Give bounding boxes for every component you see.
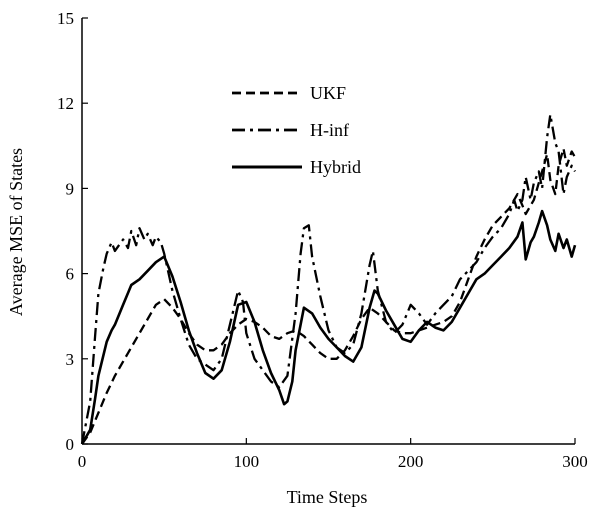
- y-tick-label: 6: [66, 265, 75, 284]
- legend-label: UKF: [310, 83, 346, 103]
- legend-label: H-inf: [310, 120, 349, 140]
- y-tick-label: 15: [57, 9, 74, 28]
- x-tick-label: 0: [78, 452, 87, 471]
- legend-label: Hybrid: [310, 157, 361, 177]
- y-tick-label: 12: [57, 94, 74, 113]
- tick-labels: 0 3 6 9 12 15 0 100 200 300: [57, 9, 588, 471]
- x-tick-label: 100: [234, 452, 260, 471]
- legend: UKF H-inf Hybrid: [232, 83, 361, 177]
- series-lines: [80, 113, 577, 445]
- y-tick-label: 3: [66, 350, 75, 369]
- series-line-h-inf: [80, 113, 576, 445]
- x-tick-label: 200: [398, 452, 424, 471]
- y-tick-label: 0: [66, 435, 75, 454]
- y-axis-title: Average MSE of States: [6, 148, 26, 316]
- series-line-ukf: [81, 147, 576, 445]
- y-tick-label: 9: [66, 179, 75, 198]
- x-axis-title: Time Steps: [287, 487, 368, 507]
- series-line-hybrid: [80, 209, 577, 445]
- plot-axes: [81, 17, 576, 445]
- x-tick-label: 300: [562, 452, 588, 471]
